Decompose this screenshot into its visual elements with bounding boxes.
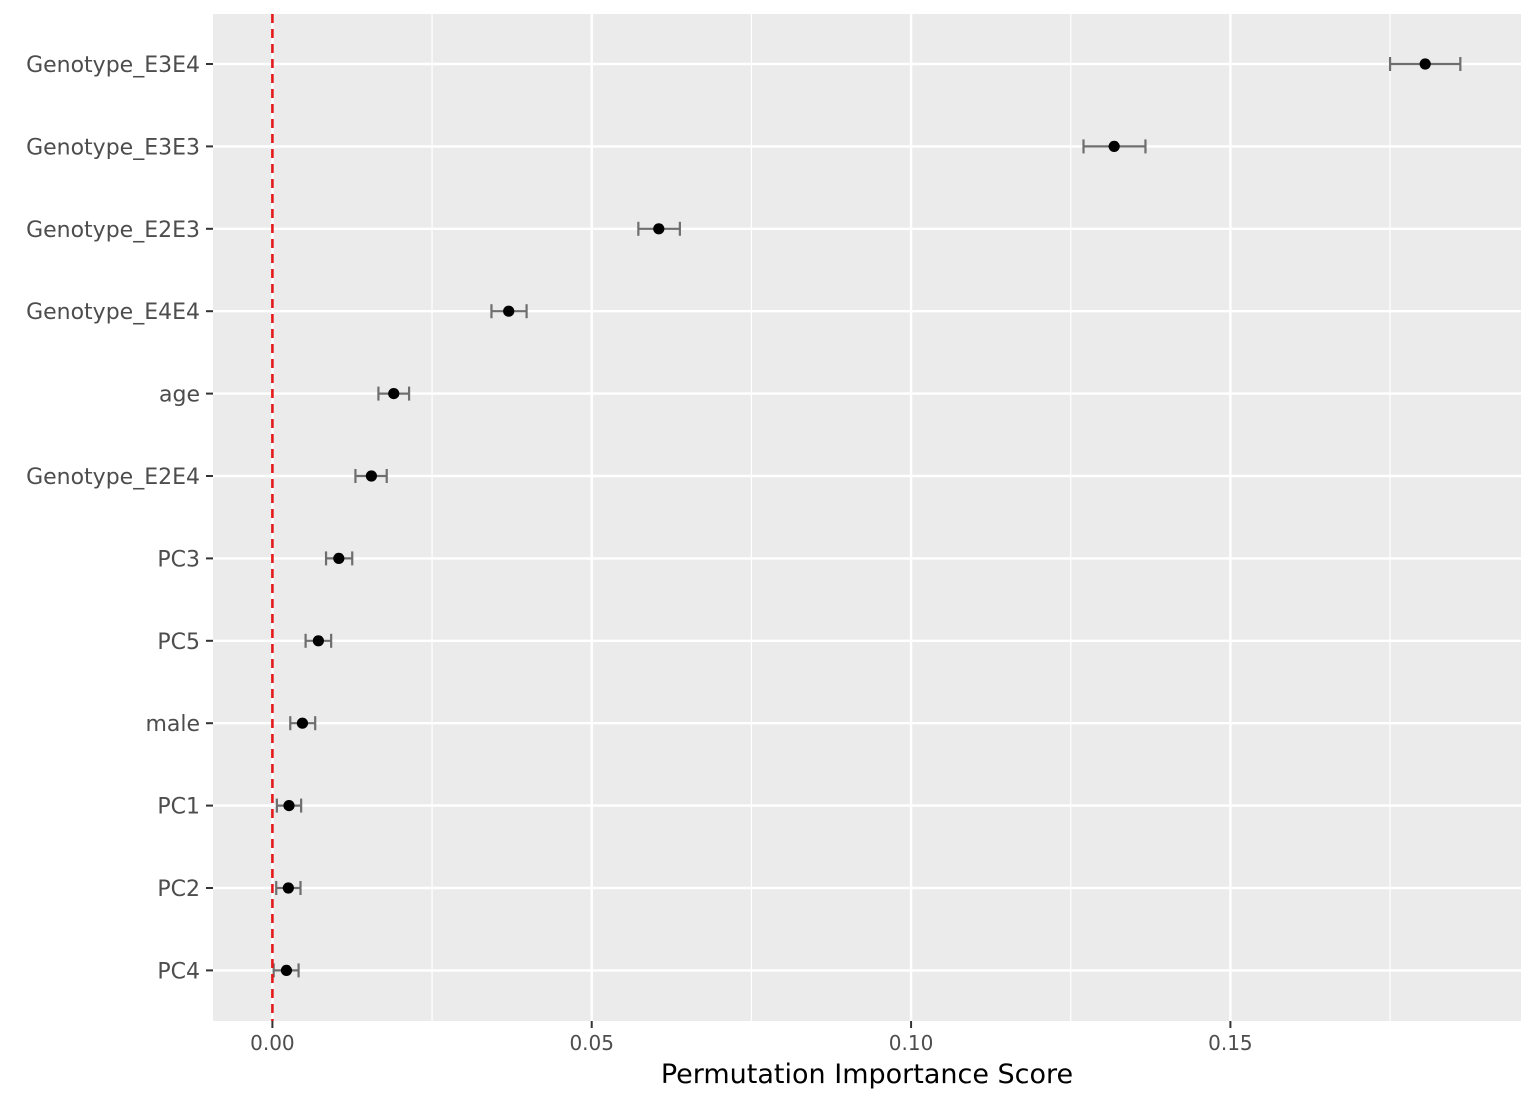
plot-panel bbox=[213, 14, 1521, 1021]
data-point bbox=[365, 470, 377, 482]
data-points bbox=[280, 58, 1431, 977]
x-tick-label: 0.10 bbox=[889, 1031, 934, 1055]
y-tick-label: male bbox=[145, 712, 200, 737]
x-axis: 0.00 0.05 0.10 0.15 bbox=[250, 1021, 1253, 1055]
y-tick-label: Genotype_E4E4 bbox=[26, 300, 200, 325]
y-tick-label: PC4 bbox=[157, 959, 200, 984]
data-point bbox=[296, 717, 309, 729]
y-tick-label: PC2 bbox=[157, 877, 200, 902]
y-axis: Genotype_E3E4 Genotype_E3E3 Genotype_E2E3 G… bbox=[26, 53, 213, 984]
grid-lines bbox=[213, 14, 1521, 1021]
y-tick-label: PC3 bbox=[157, 547, 200, 572]
data-point bbox=[282, 882, 294, 894]
x-tick-label: 0.15 bbox=[1208, 1031, 1253, 1055]
data-point bbox=[280, 964, 293, 977]
data-point bbox=[388, 388, 400, 400]
x-axis-title: Permutation Importance Score bbox=[661, 1059, 1073, 1090]
y-tick-label: PC5 bbox=[157, 630, 200, 655]
data-point bbox=[503, 305, 515, 317]
y-tick-label: Genotype_E2E3 bbox=[26, 218, 200, 243]
data-point bbox=[283, 800, 295, 812]
data-point bbox=[333, 552, 345, 565]
y-tick-label: PC1 bbox=[157, 795, 200, 820]
data-point bbox=[1108, 140, 1120, 152]
data-point bbox=[1419, 58, 1431, 70]
data-point bbox=[653, 223, 665, 235]
y-tick-label: Genotype_E3E4 bbox=[26, 53, 200, 78]
data-point bbox=[312, 635, 324, 647]
y-tick-label: age bbox=[159, 383, 200, 408]
x-tick-label: 0.00 bbox=[250, 1031, 295, 1055]
x-tick-label: 0.05 bbox=[569, 1031, 614, 1055]
y-tick-label: Genotype_E2E4 bbox=[26, 465, 200, 490]
y-tick-label: Genotype_E3E3 bbox=[26, 135, 200, 160]
